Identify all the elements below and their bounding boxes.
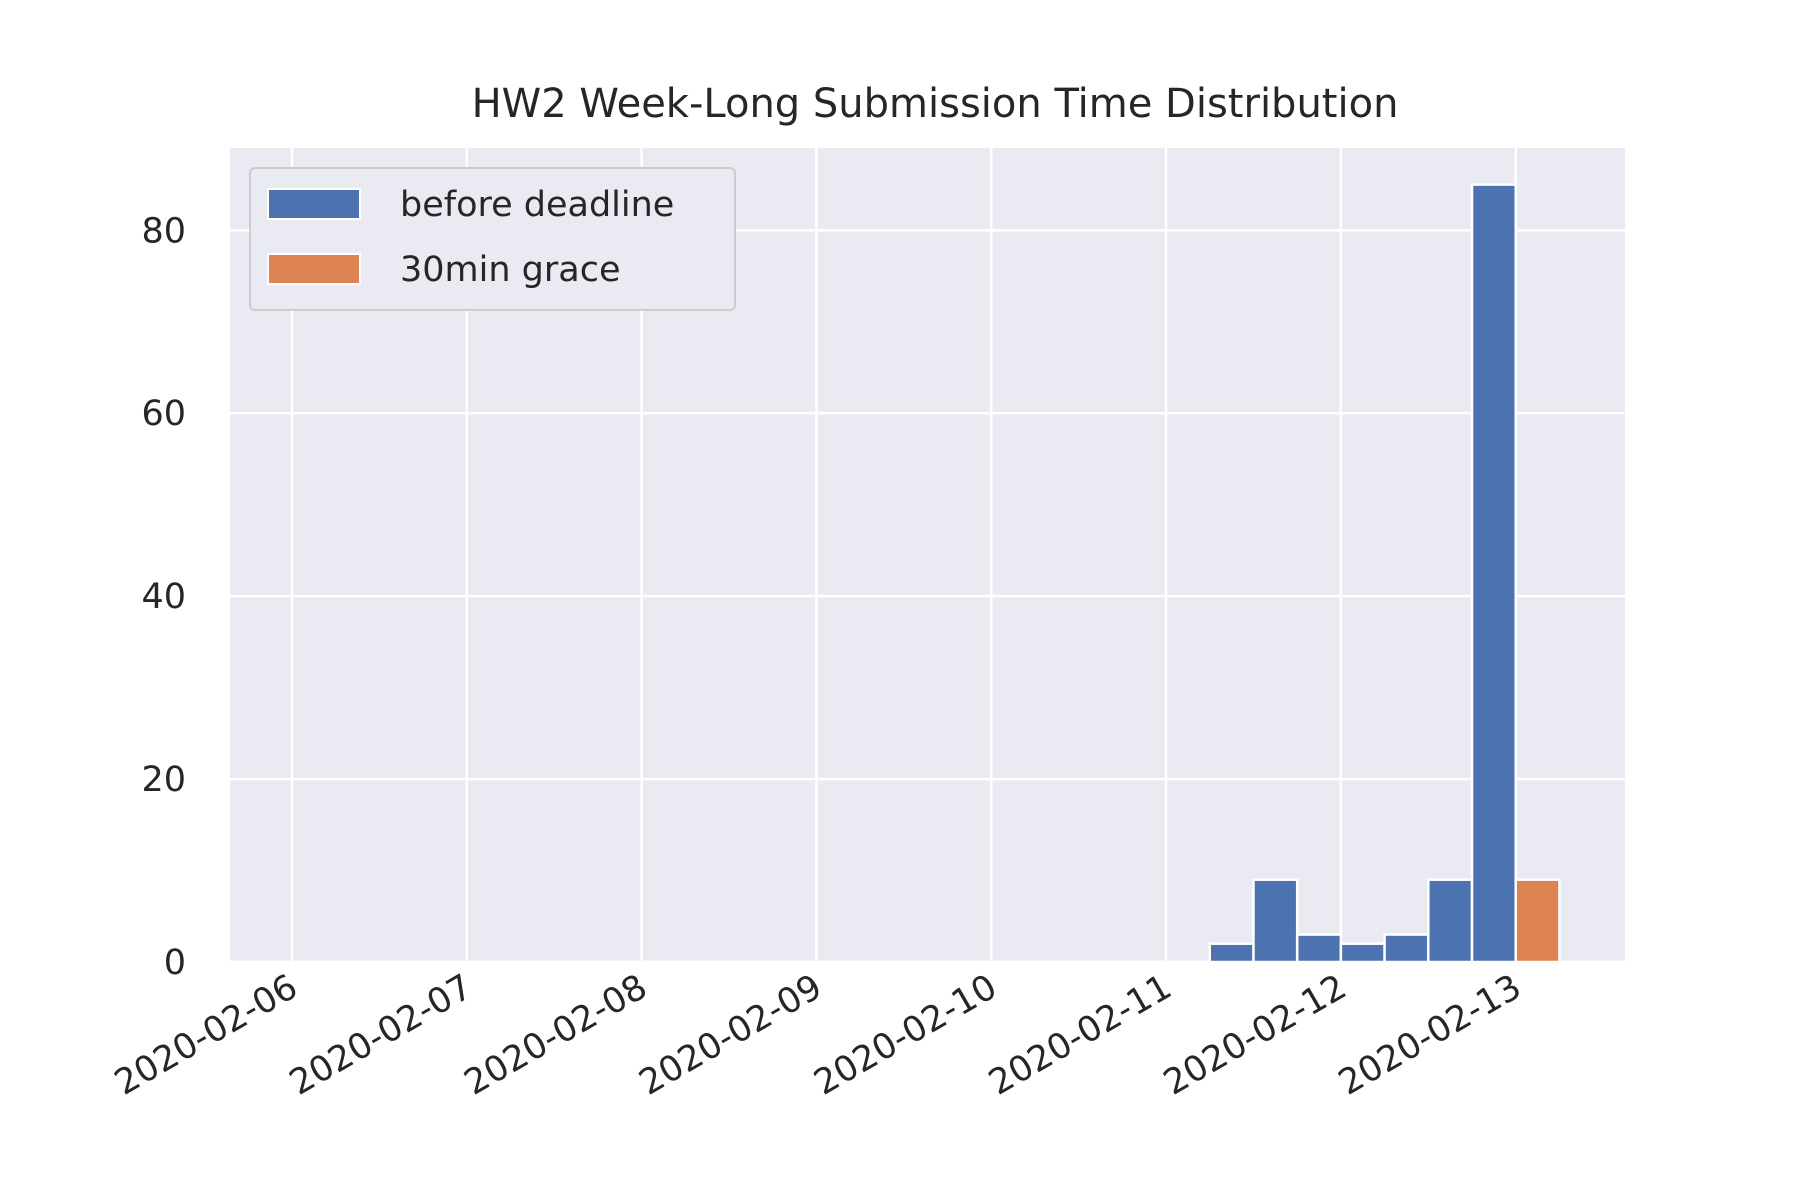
bar: [1252, 878, 1299, 964]
legend-swatch: [267, 253, 361, 285]
bar: [1339, 942, 1386, 964]
bar: [1383, 933, 1430, 964]
y-axis-ticks: 0 20 40 60 80: [141, 211, 186, 983]
y-tick-label: 40: [141, 577, 186, 617]
legend-swatch: [267, 188, 361, 220]
y-tick-label: 0: [164, 943, 186, 983]
bar: [1295, 933, 1343, 964]
chart-title: HW2 Week-Long Submission Time Distributi…: [472, 81, 1399, 127]
y-tick-label: 20: [141, 760, 186, 800]
bar: [1470, 183, 1517, 964]
y-tick-label: 60: [141, 394, 186, 434]
legend-label: before deadline: [400, 185, 674, 225]
legend: before deadline 30min grace: [249, 167, 736, 311]
legend-box: [249, 167, 736, 311]
legend-label: 30min grace: [400, 250, 621, 290]
bar: [1514, 878, 1561, 964]
bar: [1427, 878, 1474, 964]
bars: [1208, 183, 1561, 964]
bar: [1208, 942, 1255, 964]
y-tick-label: 80: [141, 211, 186, 251]
